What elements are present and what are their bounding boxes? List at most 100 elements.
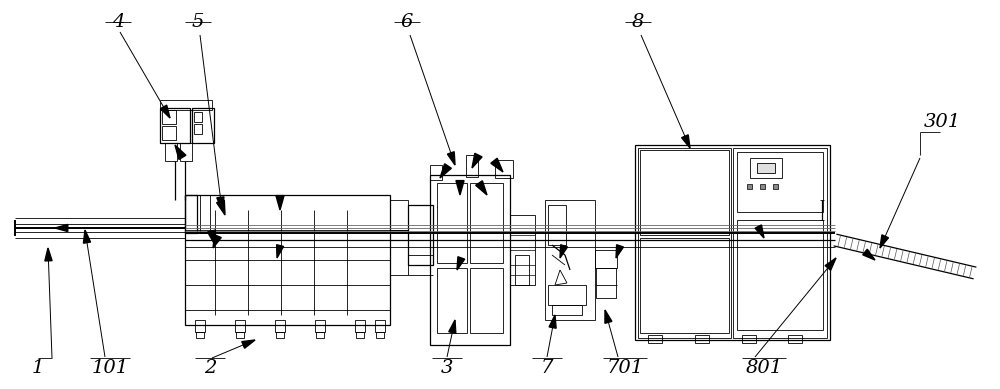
Polygon shape (472, 153, 482, 168)
Polygon shape (491, 158, 503, 172)
Bar (638, 148, 731, 338)
Polygon shape (447, 152, 455, 165)
Bar (235, 320, 245, 332)
Bar (408, 205, 433, 265)
Bar (160, 108, 190, 143)
Bar (192, 108, 214, 143)
Bar (470, 268, 503, 333)
Bar (737, 220, 823, 330)
Bar (196, 332, 204, 338)
Bar (640, 150, 729, 235)
Bar (773, 184, 778, 189)
Text: 101: 101 (91, 359, 129, 377)
Bar (376, 332, 384, 338)
Bar (355, 320, 365, 332)
Bar (194, 124, 202, 134)
Text: 2: 2 (204, 359, 216, 377)
Bar (200, 195, 210, 233)
Polygon shape (83, 230, 91, 243)
Bar (430, 165, 442, 180)
Polygon shape (560, 245, 567, 258)
Bar (437, 268, 467, 333)
Text: 3: 3 (441, 359, 453, 377)
Bar (185, 195, 197, 233)
Polygon shape (175, 145, 186, 159)
Polygon shape (276, 196, 284, 210)
Bar (510, 215, 535, 285)
Text: 8: 8 (632, 13, 644, 31)
Bar (737, 152, 823, 212)
Text: 7: 7 (541, 359, 553, 377)
Bar (275, 320, 285, 332)
Bar (162, 110, 176, 124)
Polygon shape (605, 310, 612, 323)
Polygon shape (160, 105, 170, 118)
Bar (760, 184, 765, 189)
Bar (185, 195, 390, 325)
Bar (390, 230, 408, 275)
Bar (160, 100, 212, 110)
Bar (695, 335, 709, 343)
Bar (437, 183, 467, 263)
Polygon shape (880, 235, 888, 248)
Text: 6: 6 (401, 13, 413, 31)
Bar (315, 320, 325, 332)
Polygon shape (45, 248, 52, 261)
Polygon shape (755, 225, 764, 238)
Bar (180, 143, 192, 161)
Bar (515, 255, 529, 285)
Polygon shape (456, 180, 464, 195)
Bar (495, 160, 513, 178)
Bar (750, 158, 782, 178)
Polygon shape (277, 245, 284, 258)
Text: 701: 701 (606, 359, 644, 377)
Bar (470, 183, 503, 263)
Bar (747, 184, 752, 189)
Bar (552, 305, 582, 315)
Bar (375, 320, 385, 332)
Bar (195, 320, 205, 332)
Bar (548, 205, 566, 245)
Polygon shape (682, 135, 690, 148)
Text: 301: 301 (923, 113, 961, 131)
Polygon shape (217, 197, 224, 210)
Bar (648, 335, 662, 343)
Bar (466, 155, 478, 177)
Polygon shape (213, 235, 221, 248)
Bar (635, 145, 830, 340)
Bar (276, 332, 284, 338)
Polygon shape (825, 258, 836, 270)
Bar (316, 332, 324, 338)
Bar (595, 250, 617, 268)
Bar (356, 332, 364, 338)
Bar (757, 163, 775, 173)
Bar (545, 200, 595, 320)
Polygon shape (549, 315, 556, 328)
Polygon shape (476, 181, 487, 195)
Bar (430, 175, 510, 345)
Bar (788, 335, 802, 343)
Polygon shape (55, 224, 68, 231)
Bar (390, 200, 408, 230)
Bar (236, 332, 244, 338)
Polygon shape (217, 200, 225, 215)
Bar (596, 268, 616, 298)
Text: 4: 4 (112, 13, 124, 31)
Text: 1: 1 (32, 359, 44, 377)
Polygon shape (440, 164, 451, 178)
Polygon shape (449, 320, 456, 333)
Bar (733, 148, 827, 338)
Text: 801: 801 (745, 359, 783, 377)
Bar (165, 143, 177, 161)
Polygon shape (208, 230, 215, 245)
Polygon shape (616, 245, 623, 258)
Bar (742, 335, 756, 343)
Text: 5: 5 (192, 13, 204, 31)
Polygon shape (457, 257, 465, 270)
Bar (640, 238, 729, 333)
Polygon shape (242, 340, 255, 348)
Bar (162, 126, 176, 140)
Bar (548, 285, 586, 305)
Bar (194, 112, 202, 122)
Polygon shape (863, 249, 875, 260)
